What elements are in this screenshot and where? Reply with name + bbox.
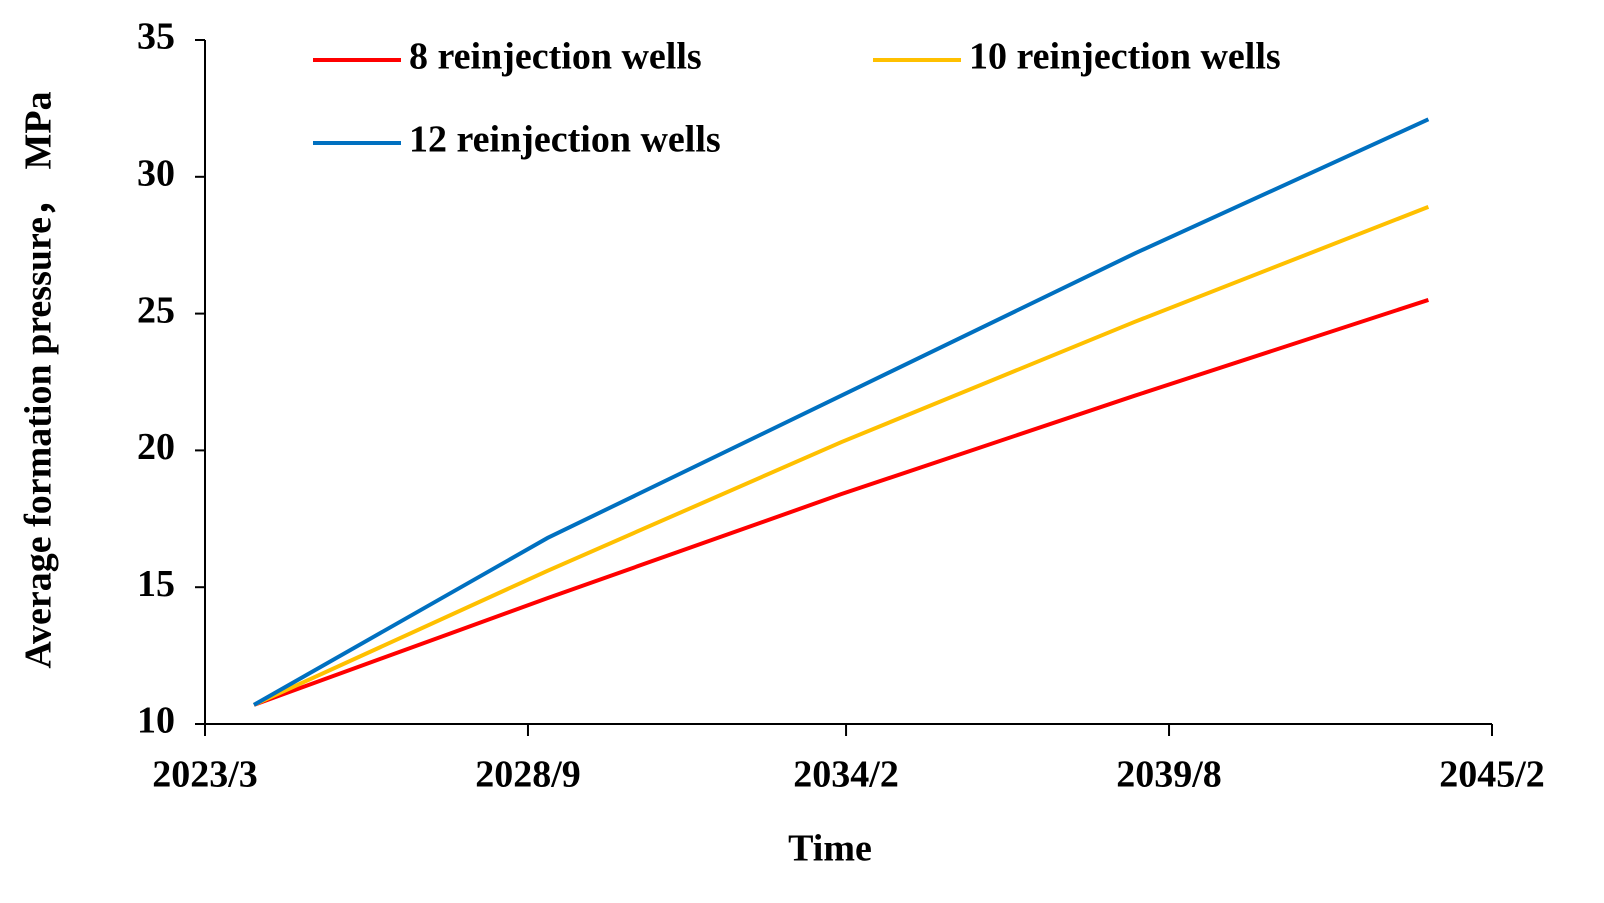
y-tick-label: 35 — [137, 16, 175, 58]
y-tick-label: 20 — [137, 426, 175, 468]
y-tick-label: 15 — [137, 563, 175, 605]
series-line — [252, 117, 1430, 707]
y-tick-label: 25 — [137, 289, 175, 331]
x-tick-label: 2023/3 — [152, 754, 258, 796]
y-tick-label: 10 — [137, 700, 175, 742]
series-line — [253, 205, 1430, 707]
y-tick-label: 30 — [137, 153, 175, 195]
y-axis-title: Average formation pressure， MPa — [18, 91, 60, 668]
legend-label: 8 reinjection wells — [409, 36, 702, 78]
x-tick-label: 2034/2 — [793, 754, 899, 796]
x-axis-title: Time — [788, 828, 872, 870]
x-tick-label: 2028/9 — [475, 754, 581, 796]
x-tick-label: 2045/2 — [1439, 754, 1545, 796]
legend-label: 10 reinjection wells — [969, 36, 1281, 78]
series-line — [253, 298, 1430, 707]
legend-label: 12 reinjection wells — [409, 119, 721, 161]
x-tick-label: 2039/8 — [1116, 754, 1222, 796]
